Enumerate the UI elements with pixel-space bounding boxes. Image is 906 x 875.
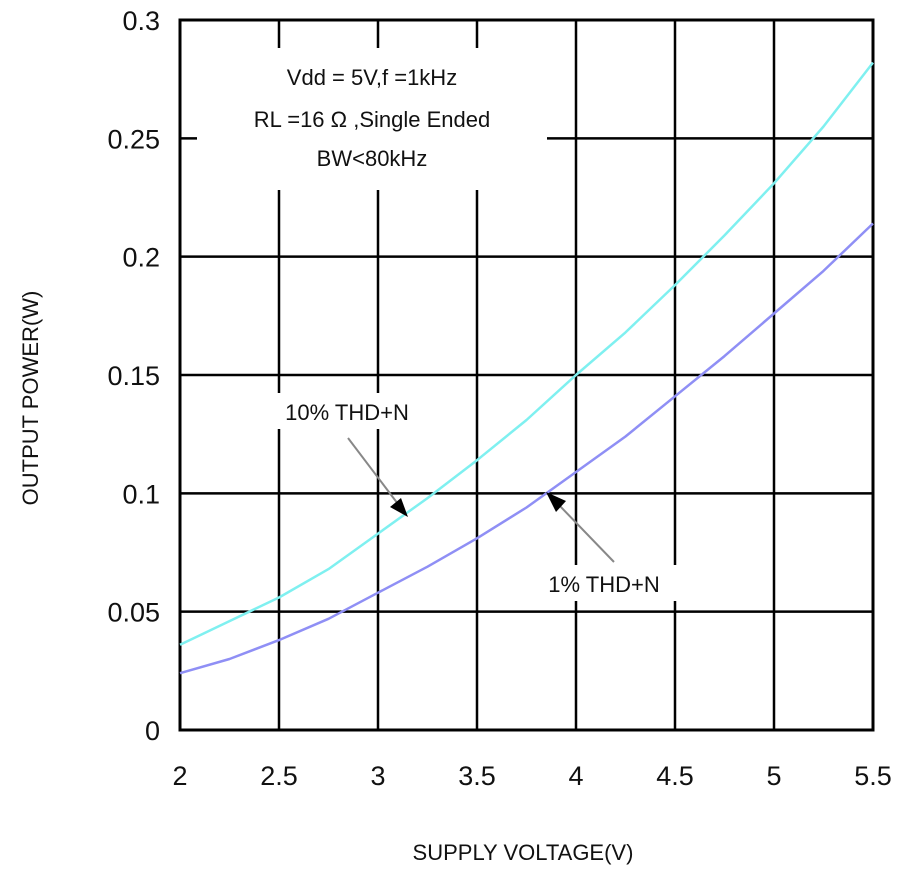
series-line-1pct-thd [179, 222, 874, 675]
y-tick-label: 0 [145, 716, 160, 746]
y-axis-title: OUTPUT POWER(W) [18, 291, 43, 506]
x-tick-label: 5 [766, 761, 781, 791]
x-tick-label: 3 [370, 761, 385, 791]
y-tick-label: 0.15 [107, 361, 160, 391]
y-tick-labels: 0 0.05 0.1 0.15 0.2 0.25 0.3 [107, 6, 160, 746]
y-tick-label: 0.25 [107, 124, 160, 154]
plot-frame [178, 18, 875, 732]
x-axis-title: SUPPLY VOLTAGE(V) [413, 840, 634, 865]
y-tick-label: 0.05 [107, 598, 160, 628]
x-tick-labels: 2 2.5 3 3.5 4 4.5 5 5.5 [172, 761, 891, 791]
x-tick-label: 4.5 [656, 761, 694, 791]
label-1pct-bg [515, 565, 695, 601]
conditions-box [197, 48, 547, 190]
x-tick-label: 2.5 [260, 761, 298, 791]
y-tick-label: 0.3 [122, 6, 160, 36]
y-tick-label: 0.1 [122, 479, 160, 509]
label-1pct-thd: 1% THD+N [548, 572, 659, 597]
x-tick-label: 4 [568, 761, 583, 791]
x-tick-label: 5.5 [854, 761, 892, 791]
series-line-10pct-thd [179, 61, 874, 646]
condition-line-3: BW<80kHz [317, 146, 428, 171]
label-10pct-bg [232, 393, 464, 429]
condition-line-1: Vdd = 5V,f =1kHz [287, 65, 457, 90]
x-tick-label: 2 [172, 761, 187, 791]
y-tick-label: 0.2 [122, 243, 160, 273]
arrow-10pct-head [390, 498, 408, 517]
label-10pct-thd: 10% THD+N [285, 400, 409, 425]
arrow-10pct-line [347, 437, 399, 505]
arrow-1pct-line [557, 503, 615, 563]
x-tick-label: 3.5 [458, 761, 496, 791]
series [179, 61, 874, 675]
condition-line-2: RL =16 Ω ,Single Ended [254, 107, 490, 132]
arrow-1pct-head [546, 492, 566, 512]
